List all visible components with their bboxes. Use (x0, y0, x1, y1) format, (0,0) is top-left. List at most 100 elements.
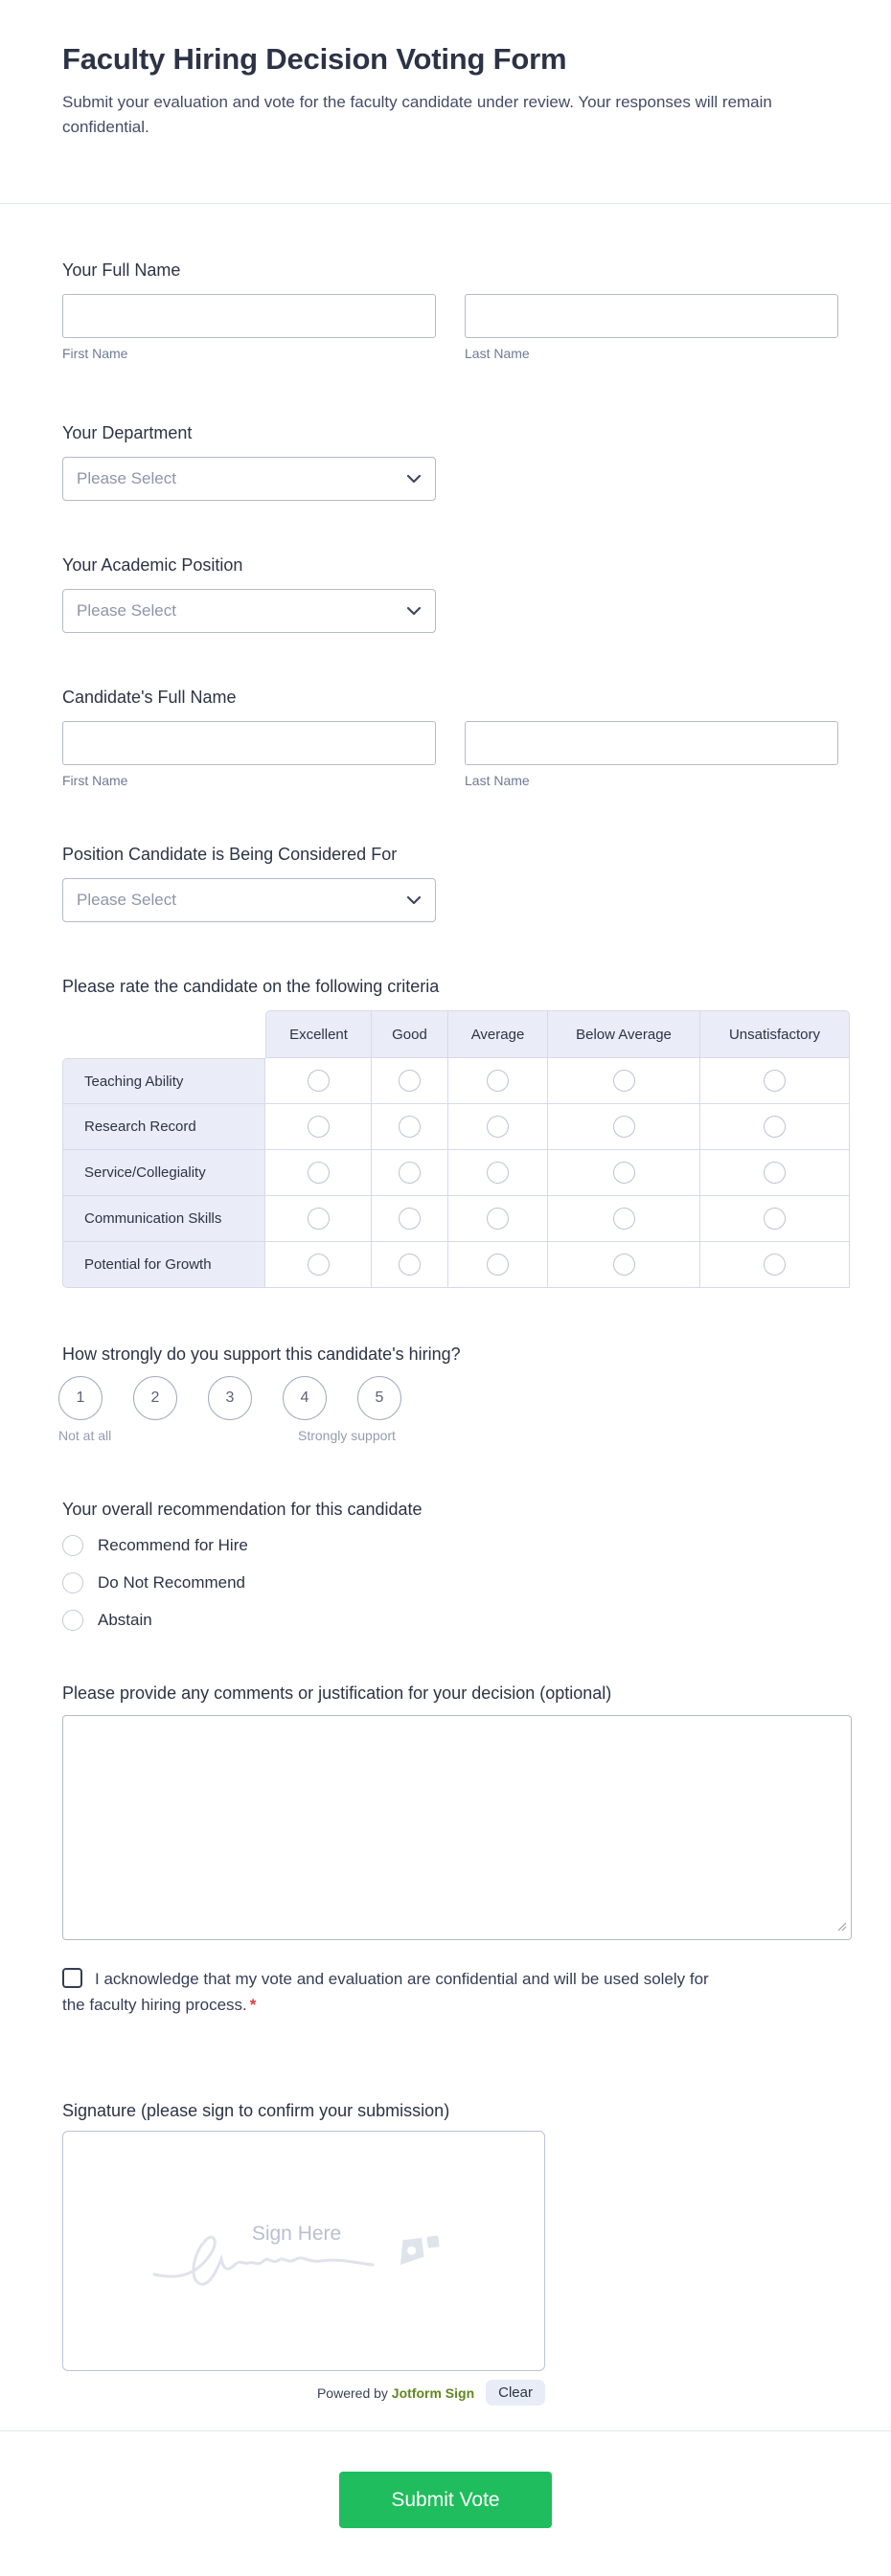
rating-radio[interactable] (307, 1254, 330, 1276)
option-label: Abstain (98, 1611, 152, 1629)
scale-option-1[interactable]: 1 (58, 1376, 103, 1420)
row-label-research-record: Research Record (62, 1104, 265, 1150)
row-label-communication-skills: Communication Skills (62, 1196, 265, 1242)
last-name-col: Last Name (465, 721, 838, 788)
first-name-col: First Name (62, 294, 436, 361)
last-name-sublabel: Last Name (465, 773, 530, 788)
scale-option-4[interactable]: 4 (283, 1376, 327, 1420)
rating-radio[interactable] (764, 1162, 786, 1184)
option-abstain[interactable]: Abstain (62, 1610, 850, 1631)
question-rating-table: Please rate the candidate on the followi… (62, 976, 850, 1288)
rating-cell (448, 1242, 548, 1288)
your-first-name-input[interactable] (62, 294, 436, 338)
rating-cell (372, 1150, 448, 1196)
rating-radio[interactable] (487, 1254, 509, 1276)
footer-divider (0, 2430, 891, 2431)
row-label-service-collegiality: Service/Collegiality (62, 1150, 265, 1196)
acknowledgement-row[interactable]: I acknowledge that my vote and evaluatio… (62, 1966, 723, 2018)
chevron-down-icon (406, 606, 422, 616)
rating-cell (548, 1150, 700, 1196)
rating-cell (700, 1242, 850, 1288)
scale-end-labels: Not at all Strongly support (58, 1428, 850, 1447)
submit-vote-button[interactable]: Submit Vote (339, 2472, 552, 2528)
radio-icon[interactable] (62, 1535, 83, 1556)
question-comments: Please provide any comments or justifica… (62, 1683, 852, 1945)
submit-section: Submit Vote (0, 2431, 891, 2576)
rating-radio[interactable] (764, 1116, 786, 1138)
rating-radio[interactable] (487, 1208, 509, 1230)
candidate-first-name-input[interactable] (62, 721, 436, 765)
rating-radio[interactable] (612, 1070, 635, 1092)
rating-radio[interactable] (307, 1162, 330, 1184)
form-subtitle: Submit your evaluation and vote for the … (62, 93, 772, 136)
first-name-sublabel: First Name (62, 773, 128, 788)
rating-radio[interactable] (764, 1208, 786, 1230)
required-asterisk: * (249, 1996, 257, 2014)
rating-radio[interactable] (487, 1116, 509, 1138)
position-considered-select[interactable]: Please Select (62, 878, 436, 922)
column-header-good: Good (372, 1010, 448, 1058)
radio-icon[interactable] (62, 1610, 83, 1631)
row-label-teaching-ability: Teaching Ability (62, 1058, 265, 1104)
scale-option-5[interactable]: 5 (357, 1376, 401, 1420)
candidate-last-name-input[interactable] (465, 721, 838, 765)
radio-icon[interactable] (62, 1572, 83, 1593)
question-label: Your Academic Position (62, 555, 243, 575)
question-signature: Signature (please sign to confirm your s… (62, 2100, 850, 2406)
rating-radio[interactable] (487, 1162, 509, 1184)
comments-textarea[interactable] (62, 1715, 852, 1940)
column-header-average: Average (448, 1010, 548, 1058)
rating-cell (700, 1058, 850, 1104)
department-select[interactable]: Please Select (62, 457, 436, 501)
signature-footer: Powered by Jotform Sign Clear (62, 2380, 545, 2406)
scale-max-label: Strongly support (298, 1428, 396, 1443)
form-body: Your Full Name First Name Last Name Your… (0, 260, 891, 2406)
rating-cell (372, 1242, 448, 1288)
comments-wrap (62, 1715, 852, 1945)
chevron-down-icon (406, 474, 422, 484)
first-name-col: First Name (62, 721, 436, 788)
jotform-sign-brand: Jotform Sign (391, 2384, 475, 2401)
last-name-col: Last Name (465, 294, 838, 361)
question-label: Your overall recommendation for this can… (62, 1500, 423, 1519)
question-label: Position Candidate is Being Considered F… (62, 845, 398, 864)
acknowledgement-checkbox[interactable] (62, 1968, 82, 1988)
rating-radio[interactable] (612, 1254, 635, 1276)
your-last-name-input[interactable] (465, 294, 838, 338)
rating-radio[interactable] (307, 1208, 330, 1230)
rating-radio[interactable] (612, 1116, 635, 1138)
sign-here-text: Sign Here (251, 2222, 342, 2245)
name-row: First Name Last Name (62, 294, 850, 361)
rating-radio[interactable] (399, 1254, 421, 1276)
rating-radio[interactable] (764, 1070, 786, 1092)
rating-radio[interactable] (612, 1208, 635, 1230)
signature-squiggle-icon (152, 2235, 440, 2286)
rating-table: Excellent Good Average Below Average Uns… (62, 1010, 850, 1288)
signature-pad[interactable]: Sign Here (62, 2131, 545, 2371)
rating-cell (265, 1058, 372, 1104)
option-do-not-recommend[interactable]: Do Not Recommend (62, 1572, 850, 1593)
select-placeholder: Please Select (77, 601, 176, 620)
row-label-potential-for-growth: Potential for Growth (62, 1242, 265, 1288)
form-header: Faculty Hiring Decision Voting Form Subm… (0, 0, 891, 203)
column-header-excellent: Excellent (265, 1010, 372, 1058)
question-label: Your Department (62, 423, 193, 442)
first-name-sublabel: First Name (62, 346, 128, 361)
academic-position-select[interactable]: Please Select (62, 589, 436, 633)
rating-radio[interactable] (399, 1208, 421, 1230)
rating-radio[interactable] (399, 1162, 421, 1184)
rating-cell (548, 1242, 700, 1288)
rating-radio[interactable] (764, 1254, 786, 1276)
rating-radio[interactable] (399, 1070, 421, 1092)
rating-radio[interactable] (612, 1162, 635, 1184)
rating-radio[interactable] (307, 1116, 330, 1138)
rating-radio[interactable] (487, 1070, 509, 1092)
rating-radio[interactable] (307, 1070, 330, 1092)
scale-option-2[interactable]: 2 (133, 1376, 177, 1420)
rating-cell (548, 1058, 700, 1104)
rating-radio[interactable] (399, 1116, 421, 1138)
scale-option-3[interactable]: 3 (208, 1376, 252, 1420)
option-recommend-for-hire[interactable]: Recommend for Hire (62, 1535, 850, 1556)
pen-nib-icon (400, 2235, 440, 2265)
clear-signature-button[interactable]: Clear (486, 2380, 545, 2406)
